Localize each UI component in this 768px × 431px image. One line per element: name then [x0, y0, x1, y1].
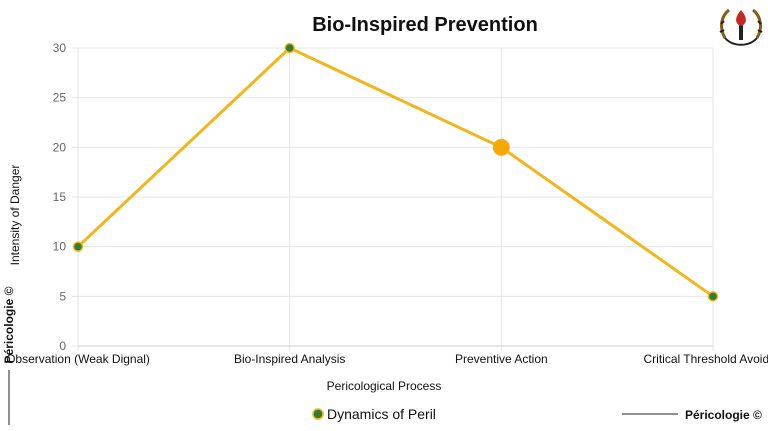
data-point[interactable]: [72, 241, 84, 252]
x-axis-ticks: Observation (Weak Dignal) Bio-Inspired An…: [6, 352, 768, 366]
y-tick-label: 20: [53, 140, 67, 154]
logo-icon: [719, 8, 763, 46]
data-point-highlighted[interactable]: [492, 138, 510, 156]
x-axis-label: Pericological Process: [327, 379, 442, 393]
x-tick-label: Critical Threshold Avoided: [644, 352, 768, 366]
y-tick-label: 10: [53, 240, 67, 254]
y-tick-label: 15: [53, 190, 67, 204]
y-tick-label: 25: [53, 91, 67, 105]
series-line: [76, 46, 714, 298]
y-tick-label: 5: [59, 289, 66, 303]
side-watermark: Péricologie ©: [2, 286, 16, 363]
footer-brand: Péricologie ©: [685, 408, 762, 422]
chart-title: Bio-Inspired Prevention: [312, 14, 538, 36]
y-tick-label: 30: [53, 41, 67, 55]
data-point[interactable]: [707, 291, 719, 302]
x-tick-label: Preventive Action: [455, 352, 548, 366]
series-dynamics-of-peril: [72, 42, 719, 302]
y-tick-label: 0: [59, 339, 66, 353]
grid-lines: [72, 47, 714, 351]
legend-marker: [312, 408, 324, 420]
legend[interactable]: Dynamics of Peril: [312, 406, 436, 422]
x-tick-label: Observation (Weak Dignal): [6, 352, 150, 366]
legend-label: Dynamics of Peril: [327, 406, 436, 422]
y-axis-ticks: 0 5 10 15 20 25 30: [53, 41, 67, 353]
y-axis-label: Intensity of Danger: [8, 165, 22, 266]
x-tick-label: Bio-Inspired Analysis: [234, 352, 345, 366]
data-point[interactable]: [284, 42, 295, 54]
